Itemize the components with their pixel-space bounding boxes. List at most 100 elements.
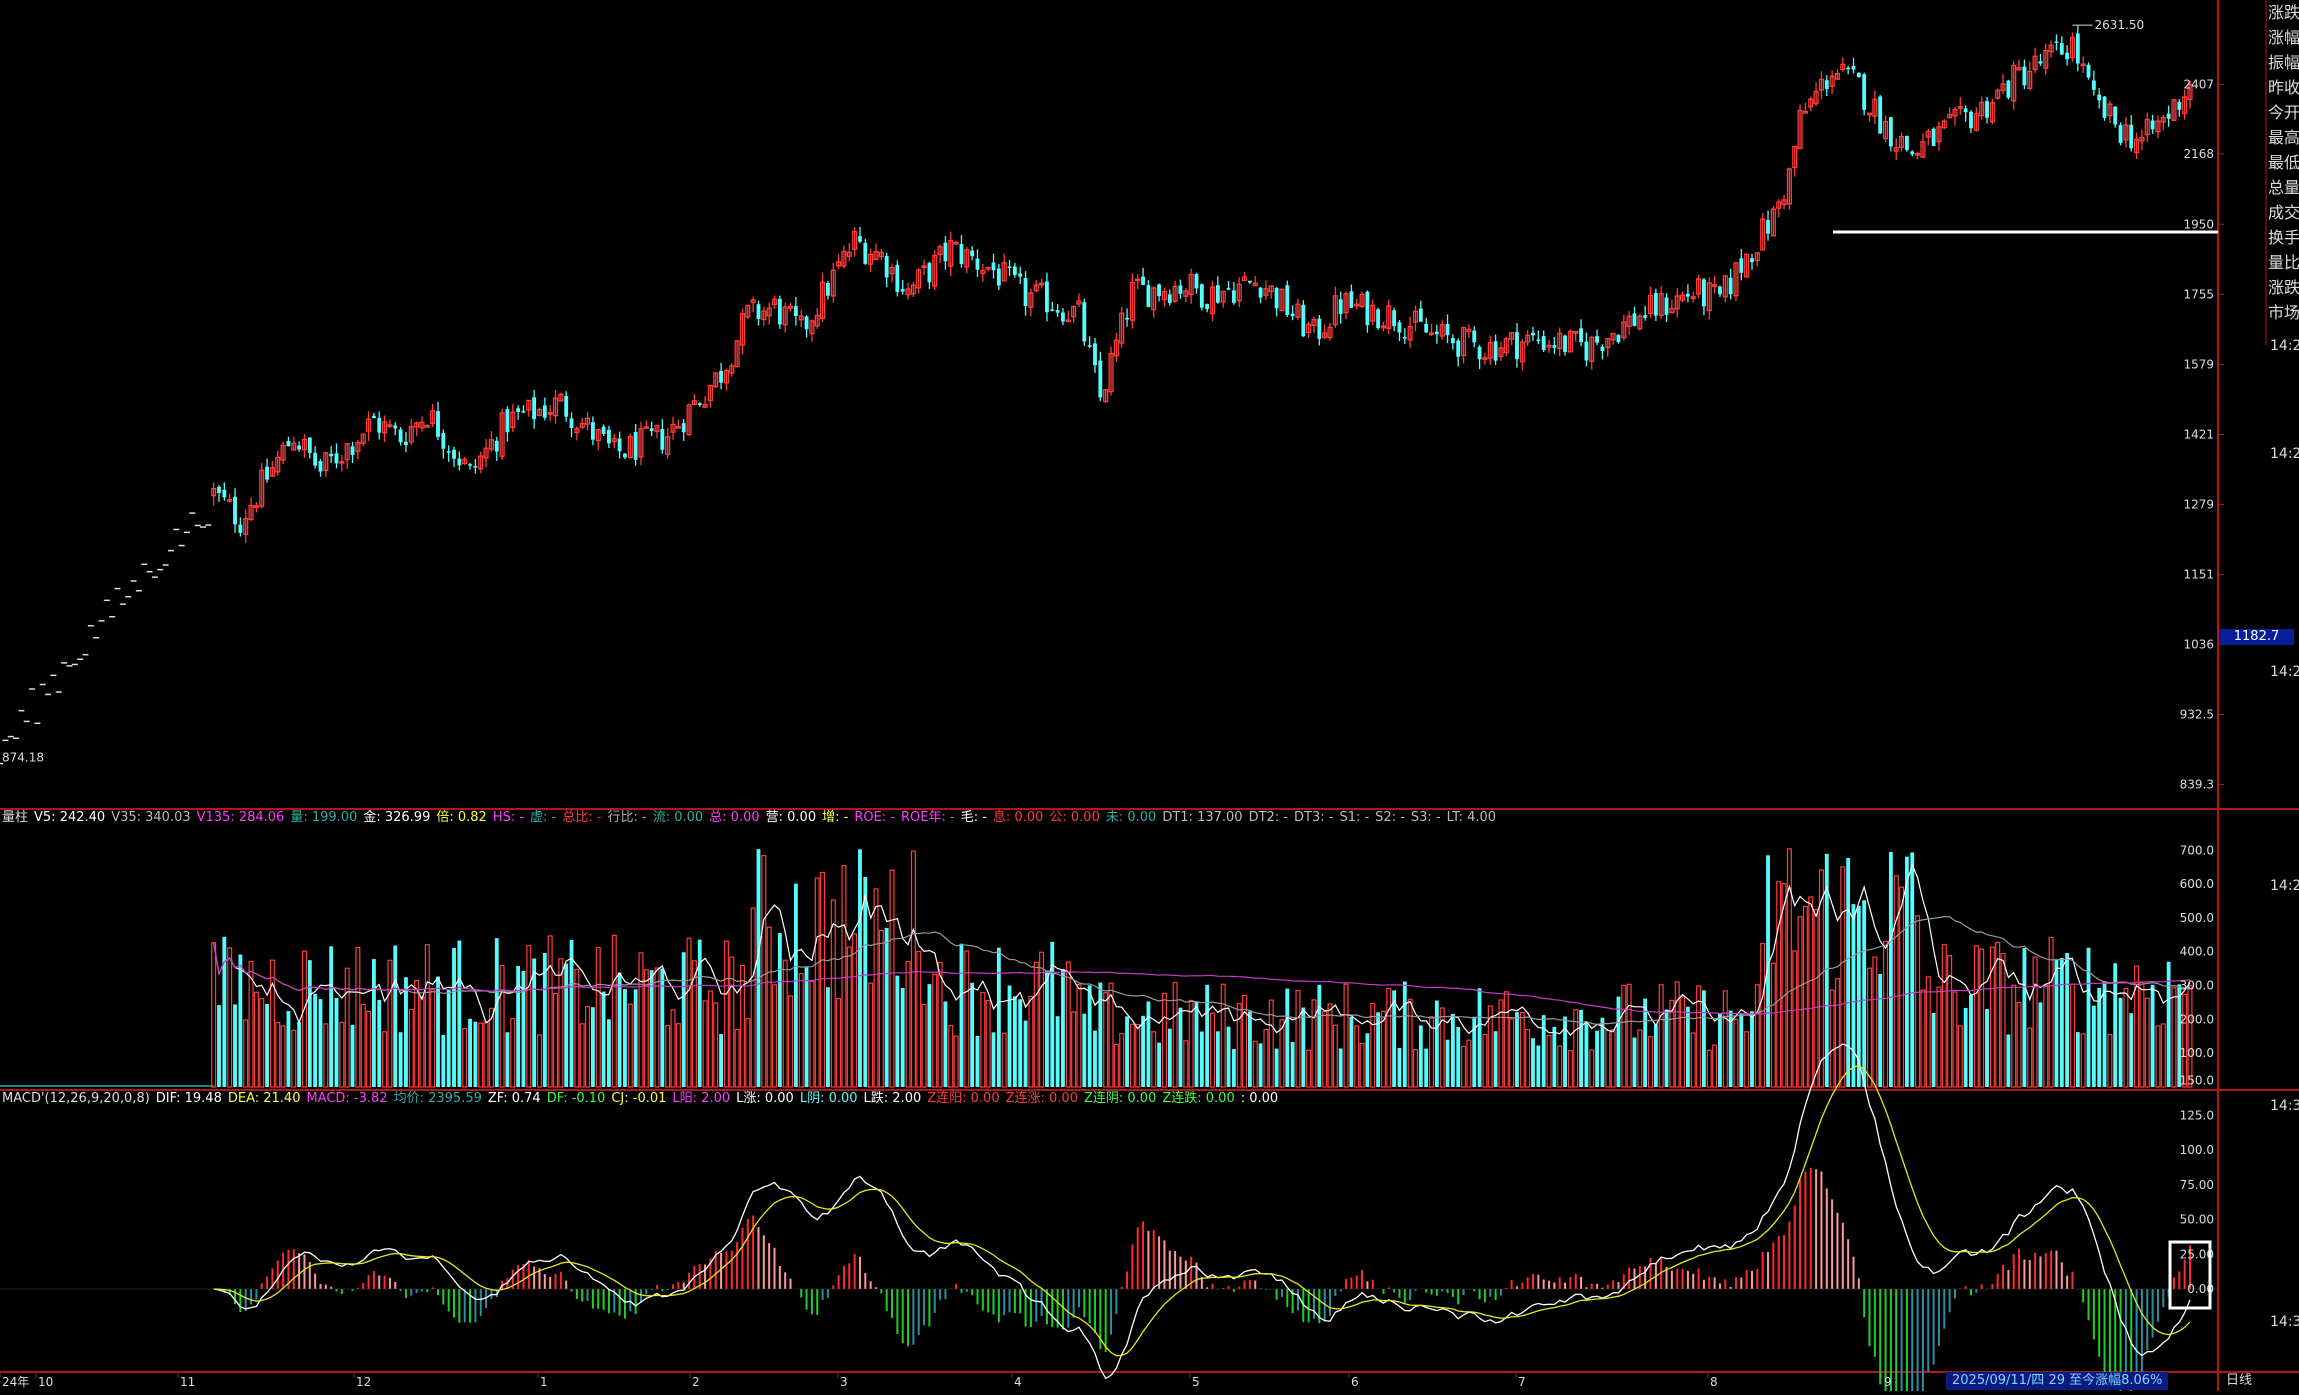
x-axis-label: 5: [1192, 1375, 1200, 1389]
candle-body: [2075, 33, 2080, 64]
candle-body: [1728, 277, 1733, 295]
volume-bar: [393, 945, 398, 1087]
volume-bar: [745, 1018, 751, 1088]
candle-body: [1797, 109, 1803, 150]
volume-bar: [617, 972, 622, 1087]
candle-body: [446, 451, 451, 453]
volume-bar: [1808, 896, 1814, 1088]
volume-bar: [1236, 1002, 1242, 1088]
candle-body: [707, 384, 713, 402]
low-label: 874.18: [2, 750, 44, 764]
volume-panel[interactable]: [0, 848, 2193, 1088]
candle-body: [552, 397, 559, 417]
volume-bar: [2022, 948, 2027, 1087]
candle-body: [1209, 286, 1216, 315]
candle-body: [1482, 357, 1488, 360]
macd-dea-line: [213, 1065, 2191, 1357]
x-axis-label: 24年: [2, 1375, 29, 1389]
candle-body: [1317, 318, 1322, 339]
volume-bar: [253, 991, 259, 1088]
volume-bar: [1050, 941, 1055, 1087]
candle-body: [1445, 323, 1450, 336]
volume-bar: [1851, 904, 1856, 1087]
volume-bar: [339, 1021, 345, 1088]
volume-bar: [558, 958, 564, 1088]
candle-body: [1898, 135, 1905, 148]
candle-body: [1365, 291, 1370, 326]
price-tick-label: 1279: [2183, 498, 2214, 512]
volume-bar: [2043, 984, 2049, 1088]
volume-bar: [820, 871, 826, 1088]
volume-bar: [1279, 1019, 1285, 1088]
volume-bar: [280, 1025, 286, 1088]
candle-body: [526, 399, 532, 411]
candle-body: [1552, 345, 1557, 348]
candle-body: [1460, 326, 1467, 357]
volume-bar: [633, 989, 638, 1087]
candle-body: [1626, 315, 1632, 327]
candle-body: [2155, 120, 2161, 133]
volume-bar: [1878, 973, 1883, 1087]
volume-bar: [804, 967, 809, 1087]
volume-bar: [436, 976, 440, 1087]
x-axis-label: 10: [38, 1375, 53, 1389]
volume-bar: [964, 950, 970, 1088]
candle-body: [1380, 325, 1387, 329]
period-mode-label[interactable]: 日线: [2226, 1373, 2253, 1388]
volume-bar: [211, 942, 217, 1088]
indicator-value: S1: -: [1339, 810, 1370, 825]
candle-body: [889, 266, 895, 275]
volume-bar: [1450, 1013, 1455, 1087]
candle-body: [1231, 290, 1236, 303]
candle-body: [1733, 262, 1739, 297]
candle-body: [1007, 266, 1012, 269]
candle-body: [1220, 290, 1226, 303]
volume-bar: [1781, 883, 1787, 1088]
volume-bar: [1194, 1001, 1199, 1087]
candle-body: [452, 449, 456, 459]
quote-sidebar[interactable]: 涨跌 涨幅 振幅 昨收 今开 最高 最低 总量 成交 换手 量比 涨跌 市场: [2268, 0, 2299, 325]
candle-body: [275, 456, 281, 473]
volume-bar: [238, 954, 243, 1087]
indicator-value: Z连跌: 0.00: [1162, 1091, 1235, 1106]
volume-bar: [259, 998, 265, 1088]
indicator-value: 量: 199.00: [290, 810, 358, 825]
macd-panel[interactable]: [0, 1043, 2218, 1395]
candle-body: [702, 403, 708, 408]
candle-body: [1354, 303, 1360, 307]
candle-body: [830, 269, 836, 297]
candle-body: [488, 439, 494, 450]
volume-bar: [1600, 1017, 1605, 1087]
volume-bar: [2065, 952, 2070, 1087]
volume-bar: [852, 933, 858, 1088]
candle-body: [1194, 273, 1199, 289]
candle-body: [943, 242, 948, 262]
candle-body: [895, 264, 900, 293]
candle-body: [1376, 309, 1381, 329]
candle-body: [2032, 55, 2038, 71]
volume-bar: [2160, 1023, 2166, 1088]
candle-body: [649, 428, 654, 432]
volume-bar: [1957, 1025, 1963, 1088]
candle-body: [494, 440, 499, 452]
candle-body: [654, 424, 660, 433]
macd-tick-label: 75.00: [2180, 1178, 2214, 1192]
candle-body: [1439, 324, 1445, 337]
price-panel[interactable]: [0, 24, 2218, 765]
candle-body: [1434, 331, 1439, 335]
candle-body: [937, 246, 943, 255]
volume-bar: [1952, 991, 1958, 1088]
volume-bar: [1093, 1030, 1097, 1087]
candle-body: [1718, 286, 1722, 295]
candle-body: [2011, 64, 2017, 102]
candle-body: [414, 422, 420, 428]
volume-ma35-line: [213, 915, 2191, 1026]
indicator-value: 量柱: [2, 810, 29, 825]
volume-bar: [1754, 984, 1760, 1088]
candle-body: [344, 443, 350, 461]
volume-bar: [1445, 1039, 1450, 1087]
candle-body: [1338, 299, 1343, 315]
volume-bar: [707, 990, 713, 1088]
